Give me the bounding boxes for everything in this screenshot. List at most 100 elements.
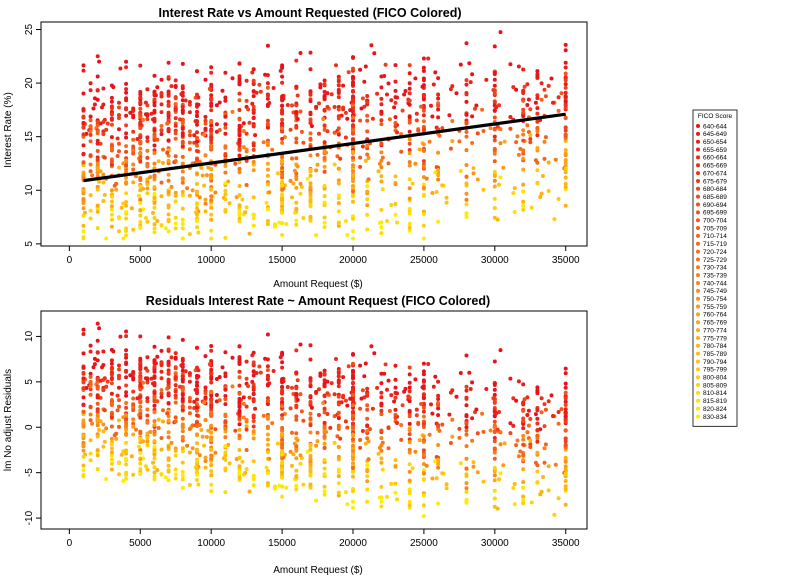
chart1-point bbox=[115, 136, 120, 141]
chart2-point bbox=[134, 427, 138, 432]
chart1-point bbox=[237, 133, 242, 138]
chart2-point bbox=[151, 460, 155, 465]
chart2-point bbox=[271, 369, 276, 373]
chart2-point bbox=[209, 423, 214, 428]
chart2-point bbox=[521, 485, 526, 490]
chart1-point bbox=[516, 64, 521, 69]
chart1-point bbox=[563, 181, 568, 186]
chart1-point bbox=[413, 161, 418, 166]
chart2-point bbox=[166, 478, 171, 483]
chart2-point bbox=[152, 383, 157, 387]
chart2-point bbox=[135, 396, 140, 401]
chart2-point bbox=[498, 442, 503, 447]
chart2-point bbox=[124, 470, 129, 475]
chart2-point bbox=[237, 405, 242, 409]
chart2-point bbox=[145, 467, 150, 472]
chart1-point bbox=[322, 78, 327, 83]
chart1-point bbox=[365, 227, 370, 232]
chart1-point bbox=[180, 126, 185, 131]
chart1-point bbox=[251, 147, 256, 152]
chart2-point bbox=[308, 454, 313, 458]
chart1-point bbox=[138, 184, 143, 189]
chart1-point bbox=[202, 132, 207, 137]
chart2-point bbox=[100, 365, 104, 370]
chart1-point bbox=[271, 86, 276, 90]
chart2-point bbox=[190, 423, 195, 428]
chart2-point bbox=[308, 468, 313, 473]
chart2-point bbox=[280, 470, 285, 475]
chart1-point bbox=[166, 75, 171, 80]
chart2-point bbox=[204, 435, 209, 439]
chart1-point bbox=[492, 108, 497, 113]
chart1-point bbox=[494, 105, 499, 110]
chart2-point bbox=[251, 436, 256, 441]
chart1-point bbox=[492, 151, 497, 156]
chart2-point bbox=[195, 383, 199, 388]
chart1-point bbox=[117, 100, 121, 105]
chart2-point bbox=[535, 433, 540, 438]
chart2-point bbox=[88, 349, 93, 354]
chart1-point bbox=[380, 187, 385, 192]
chart2-point bbox=[563, 407, 568, 412]
chart1-point bbox=[541, 174, 545, 178]
legend-swatch bbox=[696, 147, 700, 152]
chart1-point bbox=[407, 91, 412, 96]
chart1-point bbox=[244, 149, 249, 154]
chart2-point bbox=[209, 393, 214, 398]
chart2-point bbox=[335, 434, 340, 439]
chart1-y-tick-label: 25 bbox=[24, 24, 35, 36]
chart1-point bbox=[173, 116, 178, 121]
chart2-point bbox=[180, 446, 185, 451]
chart1-point bbox=[124, 191, 129, 196]
chart1-point bbox=[124, 149, 129, 154]
chart1-point bbox=[180, 86, 185, 91]
chart1-point bbox=[492, 215, 497, 220]
chart2-point bbox=[351, 505, 355, 510]
chart2-point bbox=[166, 379, 171, 384]
chart1-point bbox=[492, 44, 497, 49]
chart1-point bbox=[145, 87, 150, 92]
chart1-point bbox=[551, 100, 555, 105]
chart1-point bbox=[464, 99, 469, 104]
chart1-point bbox=[195, 114, 199, 119]
chart1-point bbox=[433, 70, 438, 75]
chart2-point bbox=[322, 424, 327, 429]
chart1-point bbox=[407, 137, 412, 142]
chart1-point bbox=[563, 203, 568, 208]
chart1-point bbox=[261, 140, 266, 145]
chart2-point bbox=[195, 345, 199, 350]
chart2-point bbox=[393, 481, 398, 486]
chart1-point bbox=[553, 157, 558, 162]
chart1-point bbox=[223, 170, 228, 175]
chart2-point bbox=[546, 399, 551, 404]
chart2-point bbox=[152, 396, 157, 401]
chart2-point bbox=[370, 406, 375, 411]
chart2-point bbox=[290, 463, 294, 468]
chart2-point bbox=[464, 486, 469, 491]
chart1-point bbox=[308, 117, 313, 122]
chart1-point bbox=[492, 159, 497, 164]
chart2-point bbox=[294, 348, 299, 353]
chart2-point bbox=[138, 436, 143, 441]
chart1-point bbox=[380, 155, 385, 160]
chart1-point bbox=[223, 131, 228, 136]
chart2-point bbox=[436, 403, 441, 408]
chart2-point bbox=[464, 353, 469, 358]
chart2-point bbox=[180, 388, 185, 393]
chart1-point bbox=[161, 160, 165, 165]
chart2-point bbox=[233, 428, 238, 433]
chart1-point bbox=[88, 216, 93, 221]
chart1-point bbox=[88, 193, 93, 198]
chart1-point bbox=[407, 151, 412, 156]
chart1-point bbox=[180, 236, 185, 241]
chart2-point bbox=[237, 455, 242, 460]
chart1-point bbox=[203, 153, 208, 158]
chart2-point bbox=[195, 408, 199, 413]
chart1-point bbox=[237, 216, 242, 221]
chart2-point bbox=[351, 432, 355, 437]
chart1-point bbox=[436, 104, 441, 108]
chart1-point bbox=[492, 170, 497, 174]
chart2-x-tick-label: 15000 bbox=[268, 538, 296, 549]
chart1-point bbox=[372, 51, 377, 56]
chart1-point bbox=[335, 154, 340, 159]
